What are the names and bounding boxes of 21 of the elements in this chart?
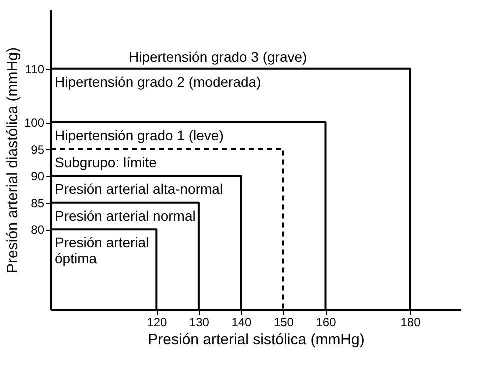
x-tick-label: 120 <box>147 316 168 330</box>
y-tick-label: 80 <box>31 223 45 238</box>
x-tick-label: 150 <box>274 316 294 330</box>
y-tick-label: 100 <box>24 116 45 130</box>
y-tick-label: 90 <box>31 170 45 184</box>
annotation: Hipertensión grado 3 (grave) <box>129 48 308 65</box>
x-tick-label: 140 <box>232 316 252 330</box>
series-label: Subgrupo: límite <box>55 154 158 170</box>
series-label: Hipertensión grado 1 (leve) <box>55 128 224 144</box>
y-tick-label: 85 <box>31 196 45 210</box>
series-label: Presión arterial óptima <box>55 234 150 267</box>
series-label: Presión arterial normal <box>55 208 196 224</box>
y-tick-label: 95 <box>31 142 45 157</box>
x-tick-label: 180 <box>400 316 422 330</box>
x-axis-title: Presión arterial sistólica (mmHg) <box>148 332 365 348</box>
y-tick-label: 110 <box>25 62 45 76</box>
series-label: Presión arterial alta-normal <box>55 181 224 198</box>
series-label: Hipertensión grado 2 (moderada) <box>55 74 262 90</box>
x-tick-label: 160 <box>316 316 337 330</box>
x-tick-label: 130 <box>189 316 210 330</box>
y-axis-title: Presión arterial diastólica (mmHg) <box>4 48 22 274</box>
